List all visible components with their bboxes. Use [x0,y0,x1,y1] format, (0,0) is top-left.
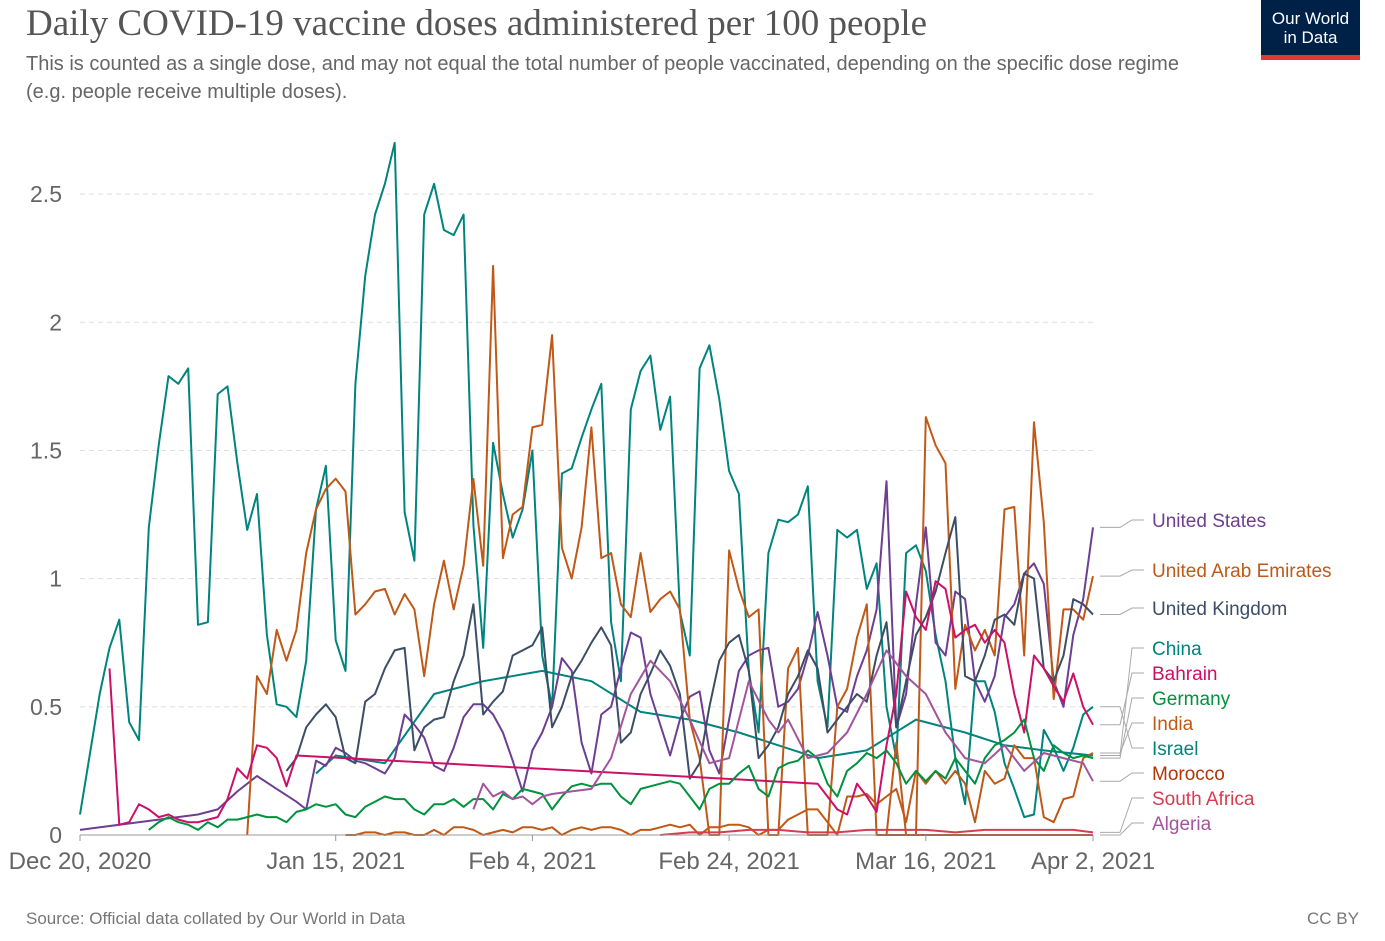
legend-connector [1100,797,1144,833]
legend-connector [1100,569,1144,577]
series-line-united-states[interactable] [79,480,1094,831]
legend-label: United States [1152,511,1266,532]
legend-item-india[interactable]: India [1100,714,1194,754]
legend-item-israel[interactable]: Israel [1100,706,1198,760]
series-line-india[interactable] [345,744,1094,836]
x-tick-label: Feb 4, 2021 [468,848,596,875]
y-tick-label: 0.5 [30,694,62,720]
legend: United States United Arab Emirates United … [1100,511,1332,836]
legend-item-united-kingdom[interactable]: United Kingdom [1100,599,1287,620]
chart-subtitle: This is counted as a single dose, and ma… [26,53,1179,103]
y-tick-label: 2.5 [30,181,62,207]
legend-connector [1100,647,1144,756]
grid-layer [80,193,1093,708]
logo-line-2: in Data [1283,28,1338,47]
y-tick-label: 1 [49,566,62,592]
y-tick-label: 1.5 [30,437,62,463]
legend-label: Germany [1152,689,1231,710]
legend-label: Morocco [1152,764,1225,785]
series-line-united-kingdom[interactable] [285,516,1094,780]
legend-item-south-africa[interactable]: South Africa [1100,789,1255,833]
legend-connector [1100,672,1144,726]
series-line-bahrain[interactable] [108,580,1094,826]
legend-item-algeria[interactable]: Algeria [1100,814,1212,836]
series-line-china[interactable] [315,669,1094,775]
legend-label: Israel [1152,739,1198,760]
license-link[interactable]: CC BY [1307,909,1359,928]
legend-connector [1100,706,1144,749]
chart-title: Daily COVID-19 vaccine doses administere… [26,3,928,44]
legend-label: United Kingdom [1152,599,1287,620]
logo-accent-bar [1261,55,1360,60]
series-lines [79,141,1094,836]
legend-label: Bahrain [1152,664,1218,685]
legend-item-united-arab-emirates[interactable]: United Arab Emirates [1100,561,1332,582]
legend-label: South Africa [1152,789,1255,810]
legend-connector [1100,519,1144,528]
legend-label: China [1152,639,1202,660]
owid-logo[interactable]: Our World in Data [1261,0,1360,60]
x-tick-label: Dec 20, 2020 [9,848,152,875]
x-tick-label: Jan 15, 2021 [266,848,405,875]
x-tick-label: Feb 24, 2021 [658,848,799,875]
series-line-israel[interactable] [79,141,1094,819]
legend-item-united-states[interactable]: United States [1100,511,1266,532]
legend-label: Algeria [1152,814,1212,835]
series-line-south-africa[interactable] [660,828,1094,836]
series-line-germany[interactable] [148,718,1094,831]
legend-connector [1100,822,1144,836]
legend-label: United Arab Emirates [1152,561,1332,582]
legend-label: India [1152,714,1194,735]
legend-item-bahrain[interactable]: Bahrain [1100,664,1218,726]
legend-item-morocco[interactable]: Morocco [1100,764,1225,785]
source-note: Source: Official data collated by Our Wo… [26,909,406,928]
y-tick-label: 0 [49,822,62,848]
legend-connector [1100,772,1144,782]
x-tick-label: Mar 16, 2021 [855,848,996,875]
x-tick-label: Apr 2, 2021 [1031,848,1155,875]
legend-connector [1100,607,1144,615]
legend-connector [1100,722,1144,754]
series-line-united-arab-emirates[interactable] [246,264,1094,836]
line-chart[interactable]: 0 0.5 1 1.5 2 2.5 Dec 20, 2020 Jan 15, 2021 Feb … [0,0,1385,900]
axes: 0 0.5 1 1.5 2 2.5 Dec 20, 2020 Jan 15, 2021 Feb … [9,181,1155,875]
series-line-morocco[interactable] [472,649,1094,810]
logo-line-1: Our World [1271,9,1350,28]
legend-item-china[interactable]: China [1100,639,1202,756]
y-tick-label: 2 [49,309,62,335]
